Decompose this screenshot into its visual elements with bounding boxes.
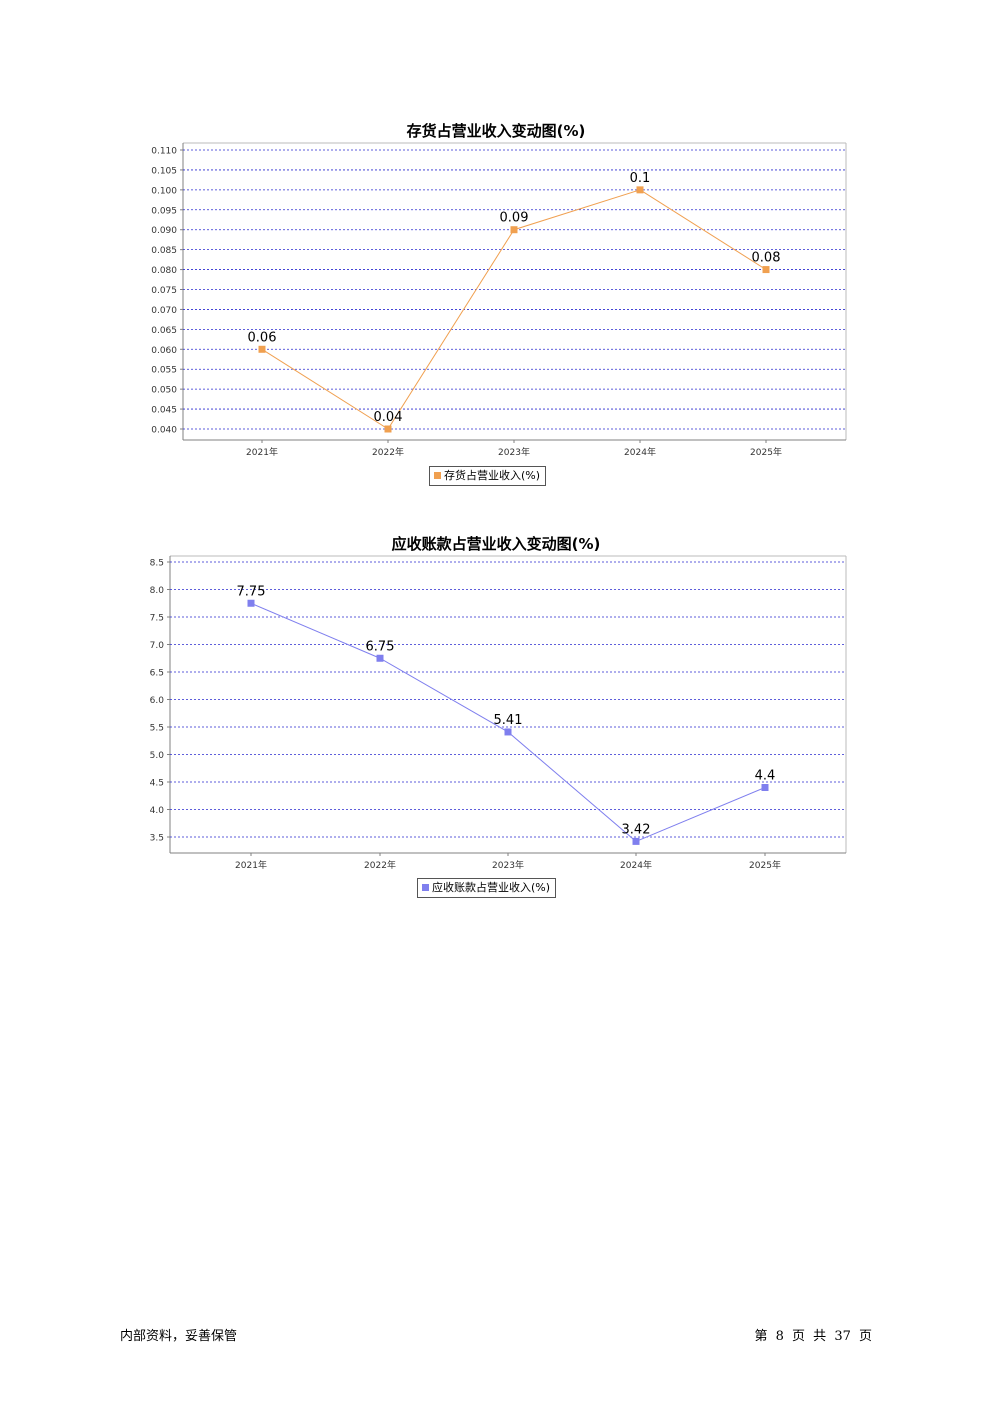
x-tick-label: 2021年 xyxy=(246,446,278,458)
data-label: 0.09 xyxy=(500,211,529,226)
y-tick-label: 0.040 xyxy=(151,426,177,436)
y-tick-label: 0.100 xyxy=(151,186,177,196)
y-tick-label: 5.0 xyxy=(150,751,165,761)
x-tick-label: 2025年 xyxy=(750,446,782,458)
data-label: 0.06 xyxy=(248,330,277,345)
data-point xyxy=(636,186,644,194)
data-point xyxy=(504,728,512,736)
y-tick-label: 5.5 xyxy=(150,724,164,734)
y-tick-label: 6.5 xyxy=(150,669,164,679)
y-tick-label: 4.0 xyxy=(150,806,165,816)
legend-swatch-icon xyxy=(434,472,441,479)
y-tick-label: 0.110 xyxy=(151,147,177,157)
x-tick-label: 2022年 xyxy=(372,446,404,458)
chart-title: 存货占营业收入变动图(%) xyxy=(406,122,586,140)
y-tick-label: 0.060 xyxy=(151,346,177,356)
y-tick-label: 8.5 xyxy=(150,559,164,569)
y-tick-label: 0.085 xyxy=(151,246,177,256)
footer-confidential-note: 内部资料，妥善保管 xyxy=(120,1329,238,1344)
x-tick-label: 2021年 xyxy=(235,859,267,871)
y-tick-label: 0.045 xyxy=(151,406,177,416)
y-tick-label: 0.095 xyxy=(151,206,177,216)
data-label: 0.1 xyxy=(630,171,651,186)
data-point xyxy=(510,226,518,234)
y-tick-label: 0.105 xyxy=(151,166,177,176)
chart-legend: 存货占营业收入(%) xyxy=(429,466,547,486)
y-tick-label: 0.050 xyxy=(151,386,177,396)
data-point xyxy=(762,266,770,274)
y-tick-label: 0.090 xyxy=(151,226,177,236)
data-label: 0.04 xyxy=(374,410,403,425)
y-tick-label: 7.5 xyxy=(150,614,164,624)
y-tick-label: 0.070 xyxy=(151,306,177,316)
chart-legend: 应收账款占营业收入(%) xyxy=(417,878,557,898)
y-tick-label: 7.0 xyxy=(150,641,165,651)
chart-title: 应收账款占营业收入变动图(%) xyxy=(391,535,601,553)
y-tick-label: 0.080 xyxy=(151,266,177,276)
data-point xyxy=(632,837,640,845)
x-tick-label: 2024年 xyxy=(620,859,652,871)
y-tick-label: 0.075 xyxy=(151,286,177,296)
y-tick-label: 8.0 xyxy=(150,586,165,596)
data-label: 7.75 xyxy=(237,584,266,599)
data-label: 0.08 xyxy=(752,251,781,266)
y-tick-label: 0.065 xyxy=(151,326,177,336)
x-tick-label: 2022年 xyxy=(364,859,396,871)
data-label: 3.42 xyxy=(622,822,651,837)
chart-plot: 3.5 4.0 4.5 5.0 5.5 6.0 6.5 7.0 7.5 8.0 8.5 2021年 20… xyxy=(150,555,847,871)
y-tick-label: 3.5 xyxy=(150,834,164,844)
data-point xyxy=(247,599,255,607)
legend-label: 存货占营业收入(%) xyxy=(444,469,541,482)
legend-label: 应收账款占营业收入(%) xyxy=(432,881,551,894)
x-tick-label: 2024年 xyxy=(624,446,656,458)
x-tick-label: 2023年 xyxy=(498,446,530,458)
data-point xyxy=(376,654,384,662)
chart-plot: 0.040 0.045 0.050 0.055 0.060 0.065 0.070 0.075… xyxy=(151,142,847,458)
y-tick-label: 4.5 xyxy=(150,779,164,789)
data-point xyxy=(384,425,392,433)
data-label: 4.4 xyxy=(755,769,776,784)
x-tick-label: 2023年 xyxy=(492,859,524,871)
y-tick-label: 6.0 xyxy=(150,696,165,706)
data-label: 5.41 xyxy=(494,713,523,728)
y-tick-label: 0.055 xyxy=(151,366,177,376)
data-point xyxy=(258,345,266,353)
data-label: 6.75 xyxy=(366,639,395,654)
x-tick-label: 2025年 xyxy=(749,859,781,871)
footer-page-number: 第 8 页 共 37 页 xyxy=(754,1329,872,1344)
legend-swatch-icon xyxy=(422,884,429,891)
data-point xyxy=(761,784,769,791)
